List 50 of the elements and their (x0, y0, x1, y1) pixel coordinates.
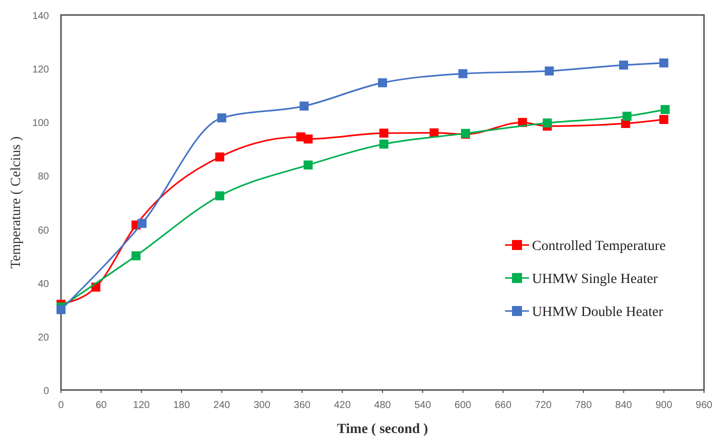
point (215, 191, 224, 200)
x-axis-title: Time ( second ) (336, 422, 428, 437)
y-tick-label: 0 (43, 386, 50, 397)
point (659, 58, 668, 68)
legend-label: Controlled Temperature (532, 239, 666, 254)
point (544, 66, 554, 76)
x-tick-label: 720 (534, 400, 552, 411)
point (619, 60, 628, 70)
point (379, 140, 388, 149)
point (132, 251, 141, 260)
y-axis-title: Temperature ( Celcius ) (9, 136, 24, 269)
point (56, 305, 66, 314)
point (215, 152, 224, 162)
y-tick-label: 140 (32, 11, 50, 22)
x-tick-label: 420 (334, 400, 352, 411)
x-tick-label: 780 (575, 400, 592, 411)
x-tick-label: 120 (133, 400, 150, 411)
x-tick-label: 660 (494, 400, 512, 411)
point (304, 160, 313, 170)
point (660, 105, 670, 114)
y-tick-label: 80 (38, 172, 50, 183)
point (379, 128, 388, 138)
legend-label: UHMW Single Heater (532, 272, 658, 287)
y-tick-label: 20 (38, 332, 50, 344)
legend-label: UHMW Double Heater (532, 305, 664, 320)
y-tick-label: 40 (38, 278, 50, 290)
point (659, 114, 668, 124)
x-tick-label: 540 (414, 400, 432, 411)
point (458, 69, 468, 78)
point (300, 102, 309, 111)
x-tick-label: 60 (96, 400, 108, 411)
x-tick-label: 600 (454, 400, 472, 411)
x-tick-label: 300 (254, 400, 271, 411)
x-tick-label: 900 (655, 400, 673, 411)
x-tick-label: 960 (696, 400, 713, 411)
point (378, 78, 387, 88)
y-tick-label: 120 (32, 64, 50, 76)
x-tick-label: 360 (294, 400, 311, 411)
point (542, 118, 552, 128)
point (138, 218, 147, 228)
y-tick-label: 60 (38, 225, 50, 236)
x-tick-label: 0 (58, 400, 64, 411)
x-tick-label: 240 (213, 400, 231, 411)
x-tick-label: 480 (374, 400, 392, 411)
x-tick-label: 180 (173, 400, 190, 411)
point (622, 112, 632, 121)
x-tick-label: 840 (615, 400, 632, 411)
point (304, 134, 313, 144)
y-tick-label: 100 (32, 118, 50, 130)
point (217, 113, 226, 122)
